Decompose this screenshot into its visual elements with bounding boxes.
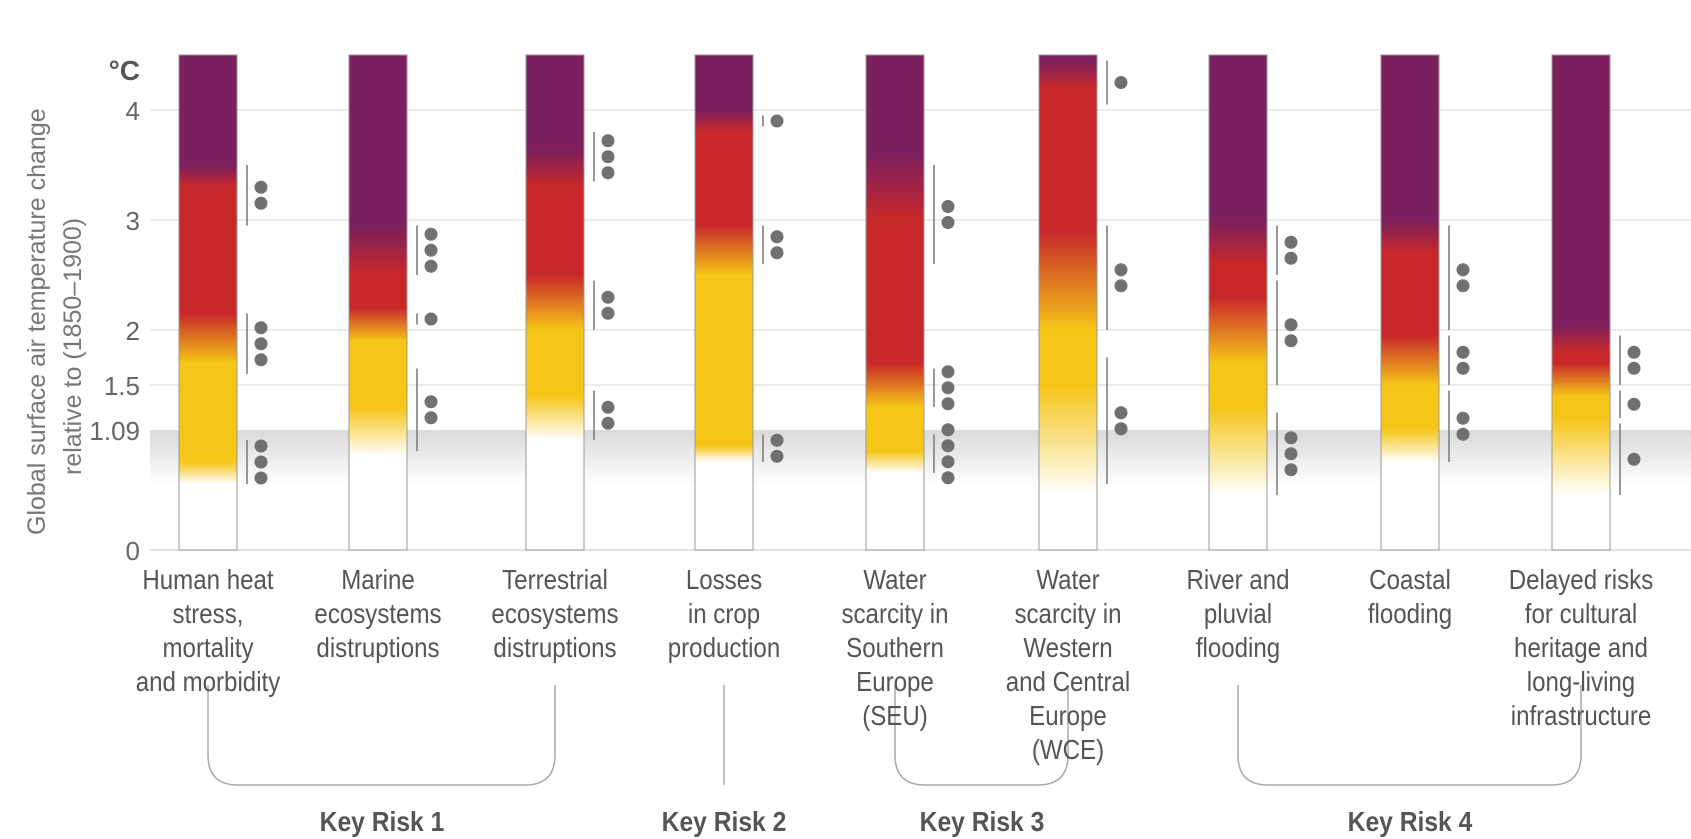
confidence-dot — [1457, 362, 1470, 375]
confidence-dot — [1628, 398, 1641, 411]
confidence-dot — [1285, 236, 1298, 249]
group-label: Key Risk 2 — [618, 806, 829, 838]
confidence-dot — [942, 365, 955, 378]
confidence-dot — [602, 307, 615, 320]
ember-bar — [526, 55, 584, 550]
confidence-dot — [255, 321, 268, 334]
confidence-dot — [602, 134, 615, 147]
confidence-dot — [425, 244, 438, 257]
confidence-dot — [425, 395, 438, 408]
confidence-dot — [602, 417, 615, 430]
confidence-dot — [1285, 463, 1298, 476]
ember-bar — [1039, 55, 1097, 550]
ember-bar — [866, 55, 924, 550]
confidence-dot — [942, 471, 955, 484]
ember-bar — [349, 55, 407, 550]
ember-bar — [695, 55, 753, 550]
confidence-dot — [425, 411, 438, 424]
confidence-dot — [255, 181, 268, 194]
confidence-dot — [1115, 263, 1128, 276]
column-label: Losses in crop production — [651, 563, 797, 665]
group-bracket — [208, 685, 555, 785]
confidence-dot — [771, 246, 784, 259]
confidence-dot — [255, 197, 268, 210]
confidence-dot — [942, 439, 955, 452]
column-label: Marine ecosystems distruptions — [305, 563, 451, 665]
confidence-dot — [1457, 346, 1470, 359]
confidence-dot — [1285, 318, 1298, 331]
confidence-dot — [1285, 431, 1298, 444]
confidence-dot — [1628, 362, 1641, 375]
confidence-dot — [1457, 279, 1470, 292]
confidence-dot — [1115, 76, 1128, 89]
confidence-dot — [771, 115, 784, 128]
confidence-dot — [771, 230, 784, 243]
ember-bar — [1209, 55, 1267, 550]
confidence-dot — [942, 423, 955, 436]
column-label: Water scarcity in Western and Central Eu… — [995, 563, 1141, 767]
confidence-dot — [1457, 263, 1470, 276]
confidence-dot — [602, 166, 615, 179]
y-axis-title: Global surface air temperature change re… — [5, 35, 135, 555]
confidence-dot — [1457, 412, 1470, 425]
confidence-dot — [942, 455, 955, 468]
confidence-dot — [1457, 428, 1470, 441]
confidence-dot — [602, 150, 615, 163]
column-label: Human heat stress, mortality and morbidi… — [135, 563, 281, 699]
confidence-dot — [942, 216, 955, 229]
confidence-dot — [1115, 279, 1128, 292]
y-axis-title-line2: relative to (1850–1900) — [59, 218, 87, 475]
confidence-dot — [425, 228, 438, 241]
confidence-dot — [602, 401, 615, 414]
column-label: Delayed risks for cultural heritage and … — [1508, 563, 1654, 733]
confidence-dot — [1285, 252, 1298, 265]
confidence-dot — [255, 337, 268, 350]
confidence-dot — [255, 440, 268, 453]
ember-bar — [1552, 55, 1610, 550]
confidence-dot — [1285, 447, 1298, 460]
confidence-dot — [771, 450, 784, 463]
confidence-dot — [942, 381, 955, 394]
confidence-dot — [425, 313, 438, 326]
confidence-dot — [1628, 453, 1641, 466]
confidence-dot — [425, 260, 438, 273]
confidence-dot — [1628, 346, 1641, 359]
confidence-dot — [255, 472, 268, 485]
confidence-dot — [255, 353, 268, 366]
confidence-dot — [1115, 406, 1128, 419]
group-label: Key Risk 3 — [876, 806, 1087, 838]
column-label: Terrestrial ecosystems distruptions — [482, 563, 628, 665]
column-label: Coastal flooding — [1337, 563, 1483, 631]
column-label: Water scarcity in Southern Europe (SEU) — [822, 563, 968, 733]
confidence-dot — [255, 456, 268, 469]
confidence-dot — [1285, 334, 1298, 347]
confidence-dot — [1115, 422, 1128, 435]
ember-bar — [179, 55, 237, 550]
confidence-dot — [942, 397, 955, 410]
ember-bar — [1381, 55, 1439, 550]
group-label: Key Risk 4 — [1304, 806, 1515, 838]
confidence-dot — [602, 291, 615, 304]
confidence-dot — [942, 200, 955, 213]
confidence-dot — [771, 434, 784, 447]
group-label: Key Risk 1 — [276, 806, 487, 838]
y-axis-title-line1: Global surface air temperature change — [23, 108, 51, 535]
column-label: River and pluvial flooding — [1165, 563, 1311, 665]
